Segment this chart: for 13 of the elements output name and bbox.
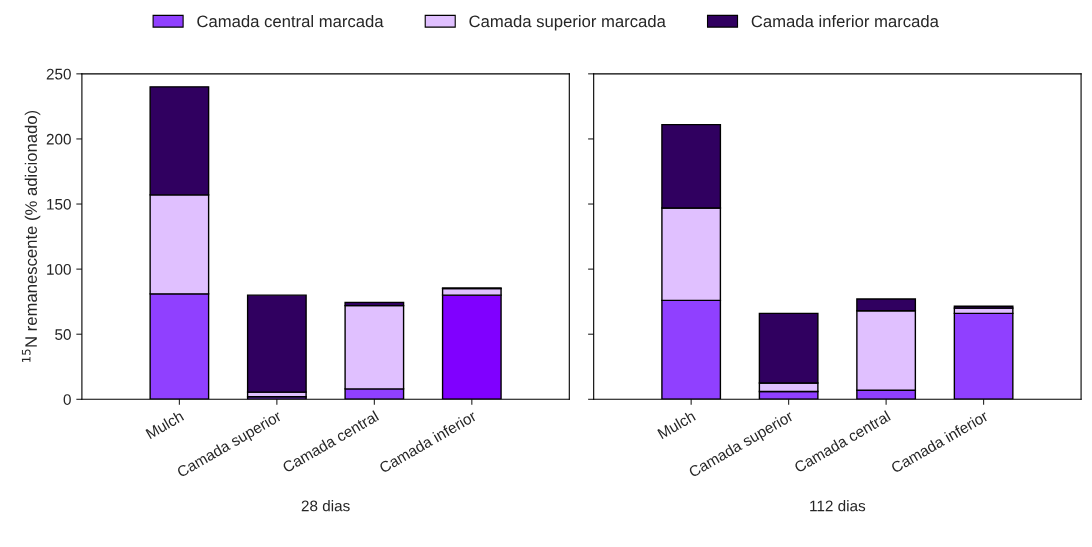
y-tick-label: 50: [55, 329, 71, 340]
x-axis-title: 112 dias: [810, 500, 866, 512]
legend-label: Camada inferior marcada: [751, 15, 939, 28]
legend-label: Camada superior marcada: [469, 15, 666, 31]
y-tick-label: 150: [47, 198, 71, 210]
y-tick-label: 100: [47, 263, 71, 275]
x-axis-title: 28 dias: [301, 500, 350, 512]
y-axis-title: $^{15}$N remanescente (% adicionado): [21, 110, 41, 362]
y-tick-label: 200: [46, 133, 71, 145]
bar: [246, 294, 307, 393]
y-tick-label: 0: [63, 394, 71, 405]
legend-label: Camada central marcada: [197, 15, 384, 28]
y-tick-label: 250: [46, 68, 71, 80]
